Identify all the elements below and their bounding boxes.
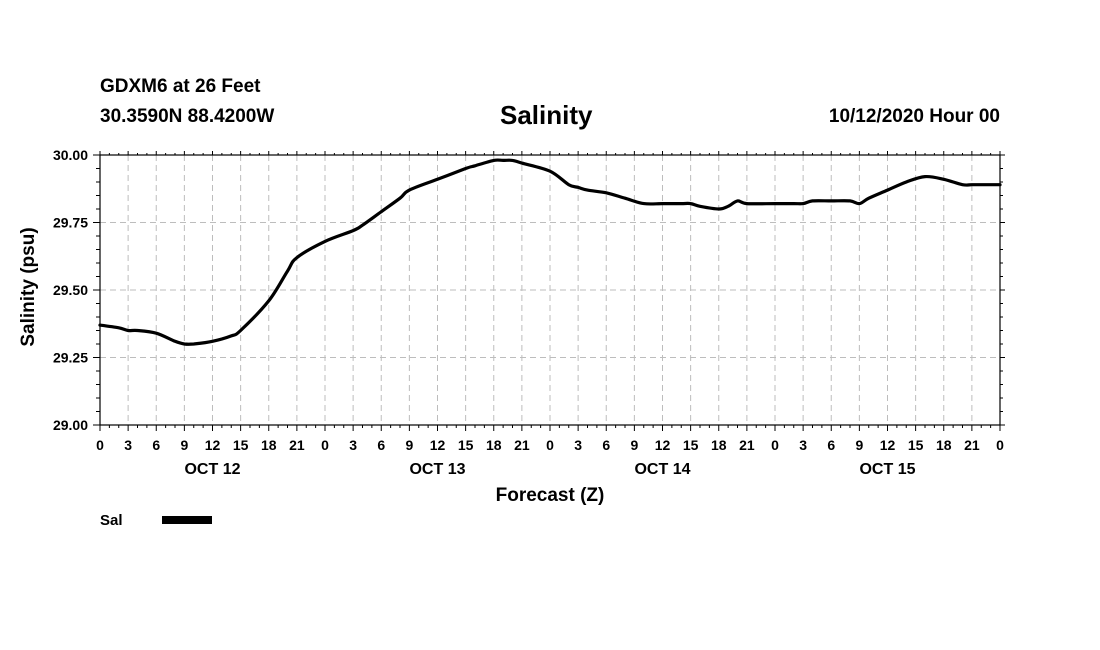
day-label: OCT 15 <box>859 461 915 478</box>
y-tick-label: 29.50 <box>53 282 88 298</box>
x-tick-label: 15 <box>233 437 249 453</box>
x-tick-label: 21 <box>739 437 755 453</box>
x-tick-label: 3 <box>124 437 132 453</box>
x-tick-labels: 0 3 6 9 12 15 18 21 0 3 6 9 12 15 18 21 0 3 6 9 12 15 18 21 0 3 6 9… <box>96 437 1004 453</box>
x-tick-label: 18 <box>936 437 952 453</box>
x-tick-label: 21 <box>514 437 530 453</box>
y-tick-labels: 29.00 29.25 29.50 29.75 30.00 <box>53 147 88 433</box>
x-tick-label: 15 <box>908 437 924 453</box>
forecast-datetime: 10/12/2020 Hour 00 <box>828 106 1000 127</box>
coordinates-label: 30.3590N 88.4200W <box>100 106 275 127</box>
y-axis-title: Salinity (psu) <box>18 227 39 346</box>
x-tick-label: 9 <box>855 437 863 453</box>
x-tick-label: 6 <box>602 437 610 453</box>
x-tick-label: 18 <box>261 437 277 453</box>
y-tick-label: 29.25 <box>53 350 88 366</box>
chart-title: Salinity <box>500 100 593 130</box>
x-tick-label: 18 <box>486 437 502 453</box>
x-tick-label: 0 <box>996 437 1004 453</box>
x-tick-label: 3 <box>349 437 357 453</box>
station-label: GDXM6 at 26 Feet <box>100 76 261 97</box>
day-labels: OCT 12 OCT 13 OCT 14 OCT 15 <box>184 461 915 478</box>
day-label: OCT 13 <box>409 461 465 478</box>
series-line-sal <box>98 158 1002 346</box>
x-tick-label: 9 <box>630 437 638 453</box>
y-tick-label: 29.75 <box>53 215 88 231</box>
day-label: OCT 12 <box>184 461 240 478</box>
x-tick-label: 3 <box>799 437 807 453</box>
x-tick-label: 6 <box>377 437 385 453</box>
x-tick-label: 0 <box>546 437 554 453</box>
x-tick-label: 9 <box>180 437 188 453</box>
grid-lines <box>100 155 1000 425</box>
x-tick-label: 3 <box>574 437 582 453</box>
x-axis-title: Forecast (Z) <box>496 485 605 506</box>
x-tick-label: 0 <box>771 437 779 453</box>
x-tick-label: 6 <box>152 437 160 453</box>
x-tick-label: 9 <box>405 437 413 453</box>
x-tick-label: 18 <box>711 437 727 453</box>
day-label: OCT 14 <box>634 461 690 478</box>
x-tick-label: 6 <box>827 437 835 453</box>
y-tick-label: 29.00 <box>53 417 88 433</box>
x-tick-label: 12 <box>880 437 896 453</box>
x-tick-label: 21 <box>289 437 305 453</box>
x-tick-label: 12 <box>655 437 671 453</box>
y-tick-label: 30.00 <box>53 147 88 163</box>
legend-label-sal: Sal <box>100 512 123 529</box>
x-tick-label: 15 <box>683 437 699 453</box>
axis-ticks <box>93 151 1005 431</box>
x-tick-label: 0 <box>321 437 329 453</box>
x-tick-label: 21 <box>964 437 980 453</box>
x-tick-label: 0 <box>96 437 104 453</box>
x-tick-label: 15 <box>458 437 474 453</box>
x-tick-label: 12 <box>430 437 446 453</box>
x-tick-label: 12 <box>205 437 221 453</box>
